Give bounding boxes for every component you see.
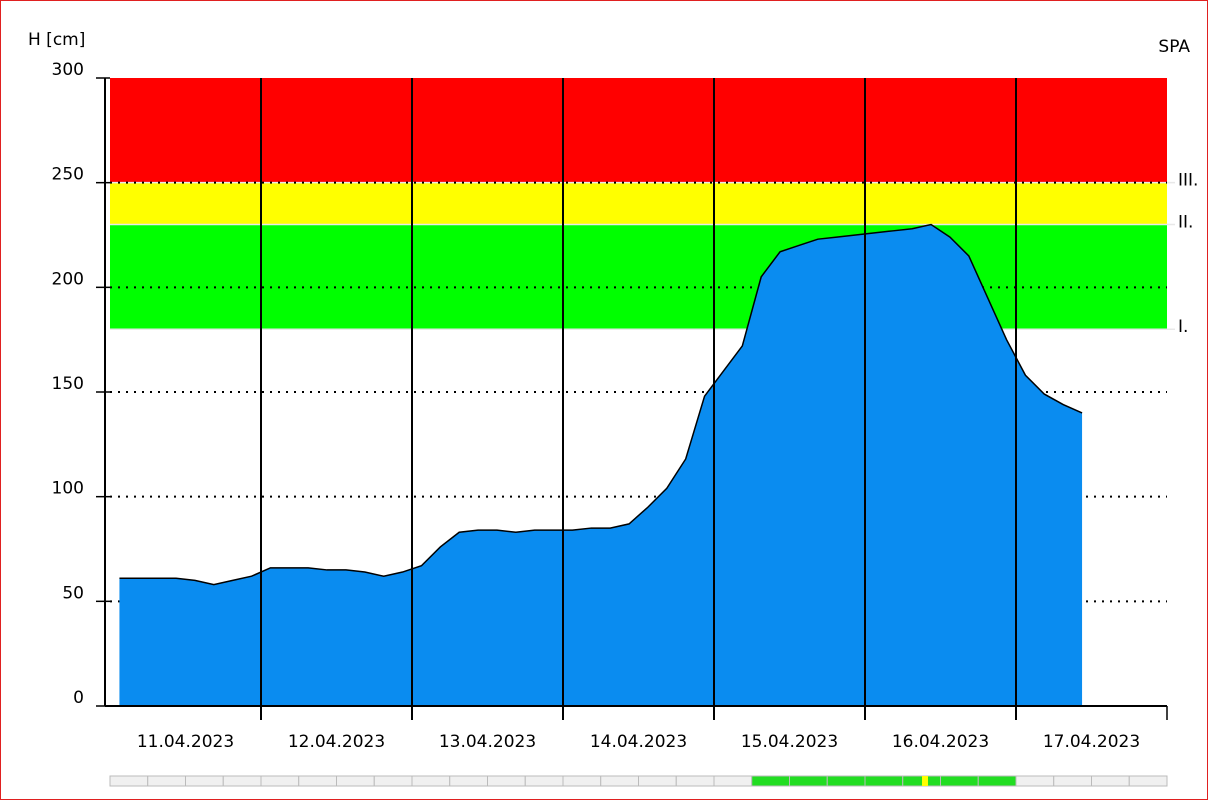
threshold-band bbox=[110, 224, 1167, 330]
status-cell bbox=[638, 775, 677, 787]
area-outline bbox=[119, 223, 1083, 586]
axes: I. II. III. 0 50 100 150 200 250 300 11.04.2023 12.… bbox=[52, 60, 1198, 787]
status-cell bbox=[336, 775, 375, 787]
threshold-label: I. bbox=[1178, 317, 1188, 337]
threshold-band bbox=[110, 78, 1167, 183]
status-cell bbox=[185, 775, 224, 787]
x-tick-label: 13.04.2023 bbox=[439, 732, 536, 752]
status-cell bbox=[373, 775, 413, 787]
bands bbox=[110, 78, 1175, 330]
status-cell bbox=[600, 775, 639, 787]
y-tick-label: 50 bbox=[62, 583, 84, 603]
x-tick-label: 12.04.2023 bbox=[288, 732, 385, 752]
status-cell bbox=[1015, 775, 1055, 787]
status-cell bbox=[298, 775, 337, 787]
status-cell bbox=[826, 775, 866, 787]
status-cell bbox=[411, 775, 451, 787]
y-tick-label: 100 bbox=[52, 479, 84, 499]
x-tick-label: 16.04.2023 bbox=[892, 732, 989, 752]
threshold-band bbox=[110, 182, 1167, 225]
x-tick-label: 17.04.2023 bbox=[1043, 732, 1140, 752]
status-cell bbox=[222, 775, 262, 787]
x-tick-label: 11.04.2023 bbox=[137, 732, 234, 752]
status-cell bbox=[260, 775, 300, 787]
status-cell bbox=[487, 775, 526, 787]
status-cell bbox=[147, 775, 186, 787]
x-tick-label: 14.04.2023 bbox=[590, 732, 687, 752]
y-tick-label: 150 bbox=[52, 374, 84, 394]
status-cell bbox=[1091, 775, 1130, 787]
status-cell bbox=[675, 775, 715, 787]
status-cell bbox=[109, 775, 149, 787]
y-tick-label: 200 bbox=[52, 269, 84, 289]
y-tick-label: 250 bbox=[52, 165, 84, 185]
status-cell bbox=[562, 775, 602, 787]
station-label: SPA bbox=[1158, 37, 1190, 57]
status-cell bbox=[864, 775, 904, 787]
x-tick-label: 15.04.2023 bbox=[741, 732, 838, 752]
threshold-label: II. bbox=[1178, 213, 1193, 233]
area-layer bbox=[119, 78, 1083, 720]
y-axis-label: H [cm] bbox=[28, 30, 85, 50]
status-cell bbox=[1053, 775, 1092, 787]
status-cell bbox=[751, 775, 790, 787]
area bbox=[119, 224, 1083, 707]
status-cell bbox=[902, 775, 941, 787]
status-mark bbox=[922, 776, 928, 786]
status-cell bbox=[977, 775, 1017, 787]
y-tick-label: 300 bbox=[52, 60, 84, 80]
status-cell bbox=[713, 775, 753, 787]
y-tick-label: 0 bbox=[73, 688, 84, 708]
status-cell bbox=[940, 775, 979, 787]
status-cell bbox=[449, 775, 488, 787]
threshold-label: III. bbox=[1178, 171, 1198, 191]
status-cell bbox=[789, 775, 828, 787]
status-cell bbox=[1128, 775, 1168, 787]
status-cell bbox=[524, 775, 564, 787]
